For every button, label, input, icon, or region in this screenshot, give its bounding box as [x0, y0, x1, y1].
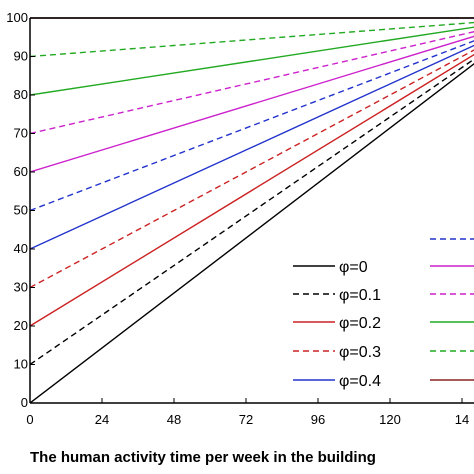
series-line-1: [30, 58, 474, 366]
x-tick-label-2: 48: [167, 412, 181, 427]
legend-label-3: φ=0.3: [339, 344, 381, 361]
legend-label-0: φ=0: [339, 259, 368, 276]
series-line-3: [30, 49, 474, 289]
series-line-4: [30, 44, 474, 250]
x-tick-label-5: 120: [379, 412, 401, 427]
series-line-8: [30, 26, 474, 96]
series-line-7: [30, 31, 474, 135]
series-line-9: [30, 21, 474, 58]
y-tick-label-9: 90: [14, 49, 28, 64]
series-line-0: [30, 62, 474, 403]
y-tick-label-7: 70: [14, 126, 28, 141]
y-tick-label-10: 100: [6, 10, 28, 25]
x-tick-label-3: 72: [239, 412, 253, 427]
x-tick-label-0: 0: [26, 412, 33, 427]
y-tick-label-4: 40: [14, 241, 28, 256]
y-tick-label-8: 80: [14, 87, 28, 102]
y-tick-label-5: 50: [14, 203, 28, 218]
ticks-layer: 0 10 20 30 40 50 60 70 80 90 100 0 24 48 72 96 120 14: [6, 10, 469, 427]
y-tick-label-6: 60: [14, 164, 28, 179]
x-axis-title: The human activity time per week in the …: [30, 449, 376, 466]
legend-label-1: φ=0.1: [339, 287, 381, 304]
y-tick-label-3: 30: [14, 280, 28, 295]
series-layer: [30, 17, 474, 403]
x-tick-label-6: 14: [455, 412, 469, 427]
x-tick-label-1: 24: [95, 412, 109, 427]
legend-label-4: φ=0.4: [339, 373, 381, 390]
series-line-6: [30, 35, 474, 173]
y-tick-label-2: 20: [14, 318, 28, 333]
series-line-2: [30, 53, 474, 327]
y-tick-label-1: 10: [14, 357, 28, 372]
x-tick-label-4: 96: [311, 412, 325, 427]
legend: φ=0 φ=0.1 φ=0.2 φ=0.3 φ=0.4: [293, 238, 474, 390]
legend-label-2: φ=0.2: [339, 315, 381, 332]
y-tick-label-0: 0: [21, 395, 28, 410]
